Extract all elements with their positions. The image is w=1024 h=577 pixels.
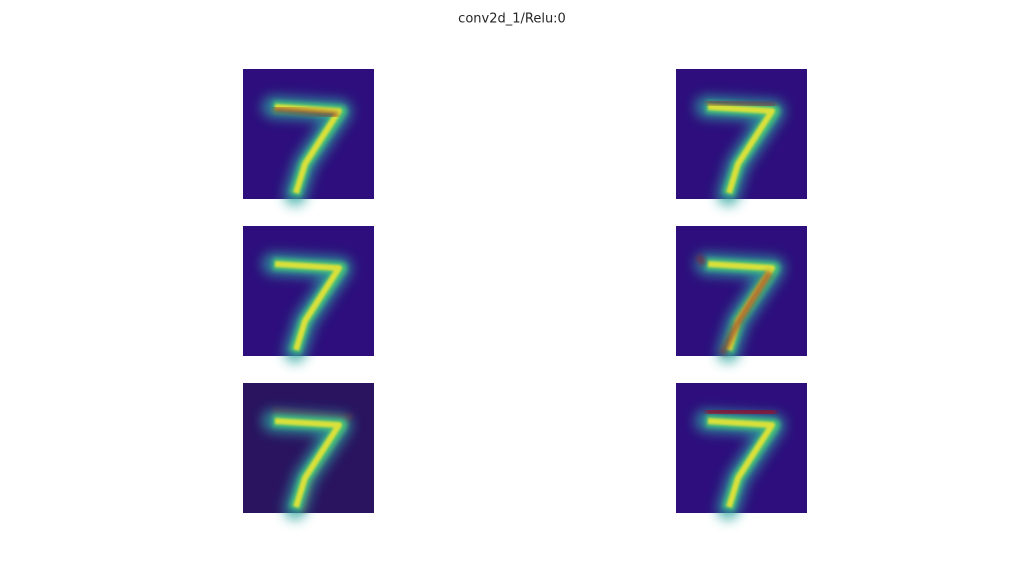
- activation-overlay: [272, 106, 339, 118]
- activation-overlay: [695, 253, 773, 356]
- activation-panel: [243, 69, 374, 199]
- activation-panel: [676, 226, 807, 356]
- activation-panel: [243, 383, 374, 513]
- activation-panel: [243, 226, 374, 356]
- activation-overlay: [705, 99, 777, 108]
- figure-title: conv2d_1/Relu:0: [458, 12, 566, 27]
- activation-overlay: [705, 406, 777, 418]
- activation-panel: [676, 69, 807, 199]
- activation-panel: [676, 383, 807, 513]
